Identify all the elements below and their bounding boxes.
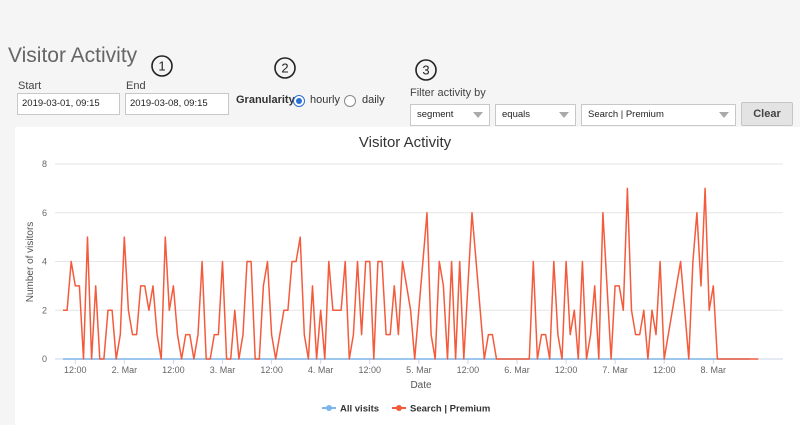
x-tick-label: 4. Mar xyxy=(308,365,334,375)
filter-field-select[interactable]: segment xyxy=(410,104,490,126)
x-axis-ticks: 12:00 2. Mar 12:00 3. Mar 12:00 4. Mar 12:00 5.… xyxy=(64,359,726,375)
filter-field-value: segment xyxy=(417,109,454,120)
legend-item-all-visits[interactable]: All visits xyxy=(322,404,379,415)
filter-segment-select[interactable]: Search | Premium xyxy=(581,104,736,126)
x-tick-label: 6. Mar xyxy=(504,365,530,375)
filter-operator-value: equals xyxy=(502,109,530,120)
hourly-radio[interactable] xyxy=(293,95,305,107)
hourly-radio-label[interactable]: hourly xyxy=(310,94,340,106)
filter-segment-value: Search | Premium xyxy=(588,109,664,120)
legend-marker-icon xyxy=(326,405,332,411)
daily-radio-label[interactable]: daily xyxy=(362,94,385,106)
x-tick-label: 2. Mar xyxy=(112,365,138,375)
x-tick-label: 12:00 xyxy=(653,365,676,375)
filter-operator-select[interactable]: equals xyxy=(495,104,576,126)
filter-label: Filter activity by xyxy=(410,87,486,99)
clear-button[interactable]: Clear xyxy=(741,102,793,126)
x-tick-label: 5. Mar xyxy=(406,365,432,375)
search-premium-series-line[interactable] xyxy=(63,187,759,360)
y-axis-title: Number of visitors xyxy=(25,222,36,303)
step-1-number: 1 xyxy=(158,59,165,74)
x-tick-label: 12:00 xyxy=(457,365,480,375)
step-1-badge: 1 xyxy=(151,55,173,77)
chevron-down-icon xyxy=(559,112,569,118)
y-tick-label: 0 xyxy=(42,354,47,364)
y-axis-ticks: 0 2 4 6 8 xyxy=(42,159,47,364)
x-tick-label: 12:00 xyxy=(555,365,578,375)
step-2-badge: 2 xyxy=(274,57,296,79)
x-tick-label: 8. Mar xyxy=(701,365,727,375)
x-tick-label: 12:00 xyxy=(64,365,87,375)
end-label: End xyxy=(126,80,146,92)
chevron-down-icon xyxy=(719,112,729,118)
chart-legend: All visits Search | Premium xyxy=(322,404,490,415)
legend-marker-icon xyxy=(396,405,402,411)
x-tick-label: 7. Mar xyxy=(602,365,628,375)
y-tick-label: 8 xyxy=(42,159,47,169)
chevron-down-icon xyxy=(473,112,483,118)
x-axis-title: Date xyxy=(410,380,432,391)
legend-label: Search | Premium xyxy=(410,404,490,415)
x-tick-label: 3. Mar xyxy=(210,365,236,375)
x-tick-label: 12:00 xyxy=(162,365,185,375)
start-label: Start xyxy=(18,80,42,92)
x-tick-label: 12:00 xyxy=(358,365,381,375)
page-title: Visitor Activity xyxy=(8,44,138,67)
chart-panel xyxy=(15,127,800,425)
step-3-number: 3 xyxy=(422,63,429,78)
chart-series xyxy=(63,187,759,360)
legend-item-search-premium[interactable]: Search | Premium xyxy=(392,404,490,415)
daily-radio[interactable] xyxy=(344,95,356,107)
start-date-input[interactable]: 2019-03-01, 09:15 xyxy=(17,93,120,115)
step-3-badge: 3 xyxy=(415,59,437,81)
y-tick-label: 2 xyxy=(42,305,47,315)
legend-label: All visits xyxy=(340,404,379,415)
y-tick-label: 6 xyxy=(42,208,47,218)
end-date-input[interactable]: 2019-03-08, 09:15 xyxy=(125,93,229,115)
step-2-number: 2 xyxy=(281,61,288,76)
y-tick-label: 4 xyxy=(42,257,47,267)
x-tick-label: 12:00 xyxy=(260,365,283,375)
chart-title: Visitor Activity xyxy=(359,134,452,151)
granularity-label: Granularity xyxy=(236,94,295,106)
